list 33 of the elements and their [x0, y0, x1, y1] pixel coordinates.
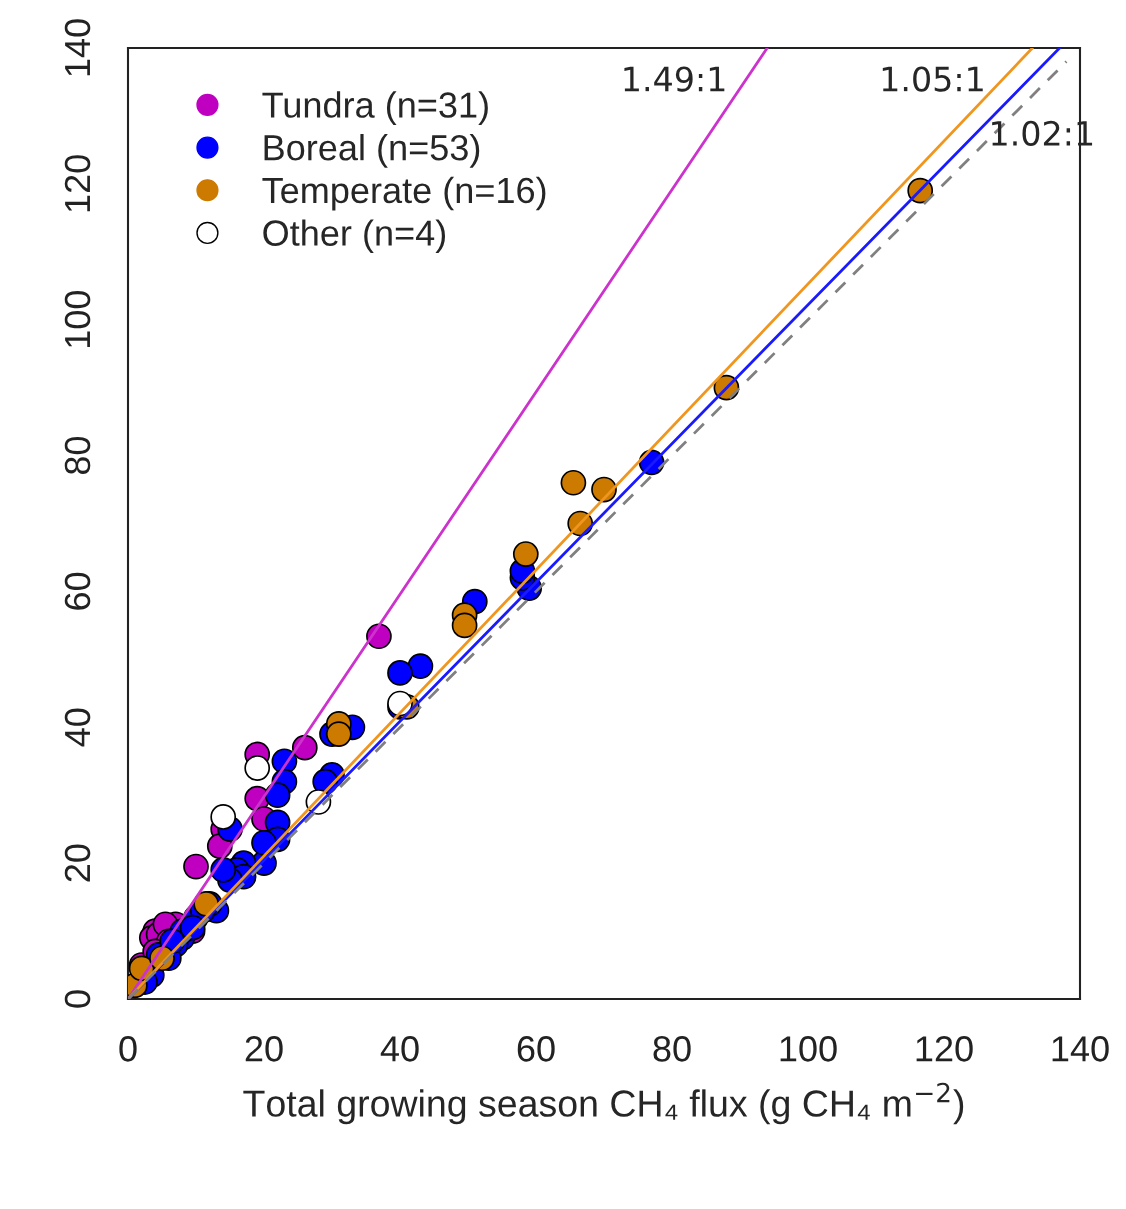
y-tick-label: 40	[64, 708, 91, 747]
x-tick-label: 60	[517, 1036, 555, 1062]
x-tick-label: 140	[1052, 1036, 1109, 1062]
y-tick-label: 140	[64, 19, 91, 76]
point	[451, 612, 478, 639]
y-tick-label: 60	[64, 572, 91, 610]
y-tick-label: 20	[64, 844, 91, 882]
x-tick-label: 100	[780, 1036, 837, 1062]
point	[407, 653, 434, 680]
point	[183, 853, 209, 880]
y-tick-label: 100	[64, 291, 91, 348]
annotation: 1.05:1	[882, 66, 983, 92]
x-tick-label: 20	[245, 1036, 283, 1062]
point	[264, 782, 291, 809]
point	[244, 755, 271, 781]
x-tick-label: 0	[119, 1036, 137, 1062]
annotation: 1.49:1	[624, 66, 725, 92]
point	[210, 804, 237, 830]
legend-label: Tundra (n=31)	[262, 91, 488, 125]
legend-label: Boreal (n=53)	[264, 134, 480, 168]
y-tick-label: 120	[64, 155, 91, 212]
x-tick-label: 120	[916, 1036, 973, 1062]
legend-label: Temperate (n=16)	[262, 176, 546, 211]
x-tick-label: 80	[653, 1036, 691, 1062]
point	[387, 660, 413, 686]
x-tick-label: 40	[380, 1036, 419, 1062]
y-tick-label: 80	[64, 436, 91, 475]
legend-label: Other (n=4)	[263, 219, 446, 254]
point	[560, 469, 587, 496]
point	[325, 721, 352, 747]
point	[512, 541, 539, 567]
x-axis-title: Total growing season CH₄ flux (g CH₄ m$^{−2}$)	[243, 1082, 964, 1125]
y-tick-label: 0	[64, 990, 91, 1008]
